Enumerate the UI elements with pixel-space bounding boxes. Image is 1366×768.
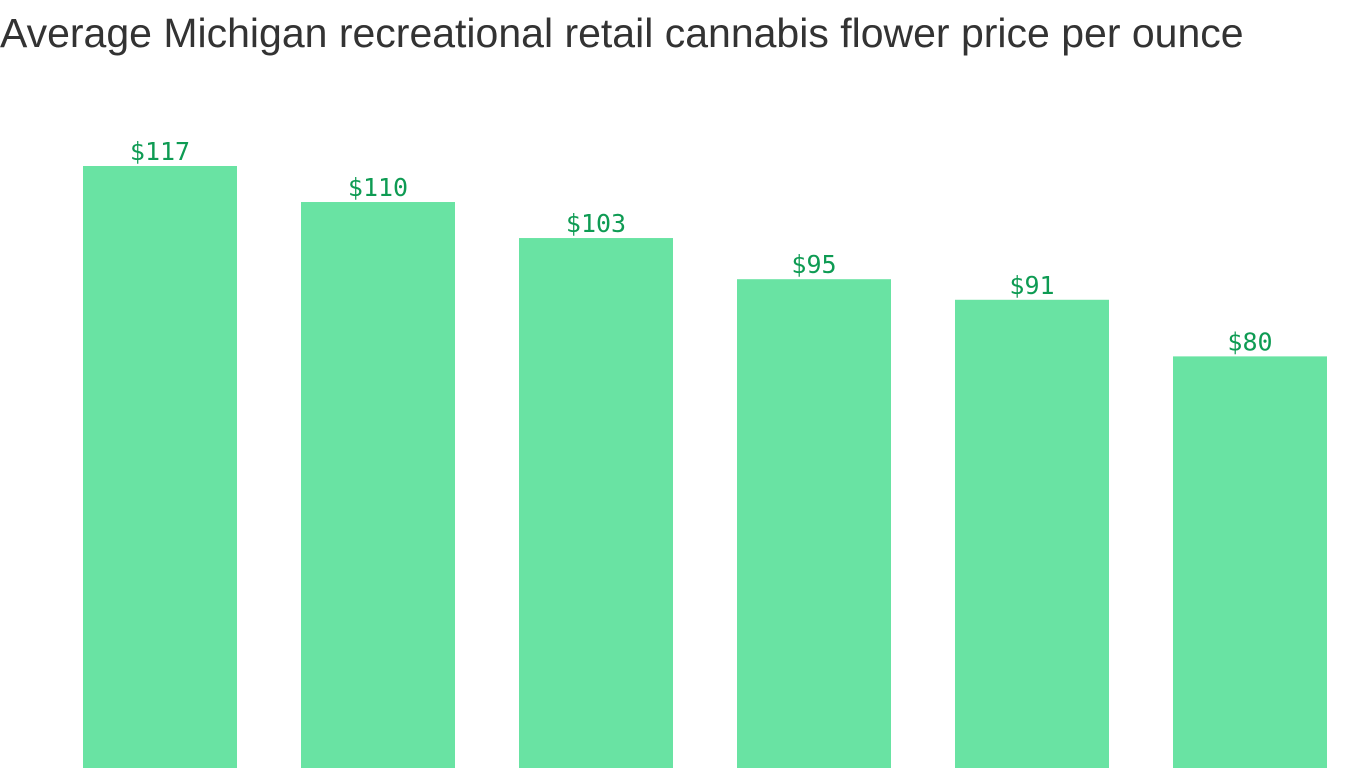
bars-group bbox=[83, 166, 1327, 768]
bar-value-label-2: $110 bbox=[348, 173, 408, 202]
bar-3 bbox=[519, 238, 673, 768]
bar-value-label-4: $95 bbox=[791, 250, 836, 279]
bar-5 bbox=[955, 299, 1109, 768]
bar-value-label-3: $103 bbox=[566, 209, 626, 238]
bar-1 bbox=[83, 166, 237, 768]
bar-value-label-6: $80 bbox=[1227, 327, 1272, 356]
bar-2 bbox=[301, 202, 455, 768]
bar-value-label-5: $91 bbox=[1009, 271, 1054, 300]
value-labels-group: $117 $110 $103 $95 $91 $80 bbox=[130, 137, 1273, 356]
bar-6 bbox=[1173, 356, 1327, 768]
bar-value-label-1: $117 bbox=[130, 137, 190, 166]
bar-4 bbox=[737, 279, 891, 768]
chart-title: Average Michigan recreational retail can… bbox=[0, 10, 1244, 56]
